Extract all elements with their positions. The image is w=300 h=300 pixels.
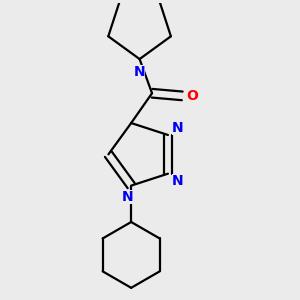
Text: N: N (122, 190, 133, 204)
Text: O: O (187, 89, 199, 103)
Text: N: N (134, 65, 146, 79)
Text: N: N (172, 121, 184, 135)
Text: N: N (172, 174, 184, 188)
